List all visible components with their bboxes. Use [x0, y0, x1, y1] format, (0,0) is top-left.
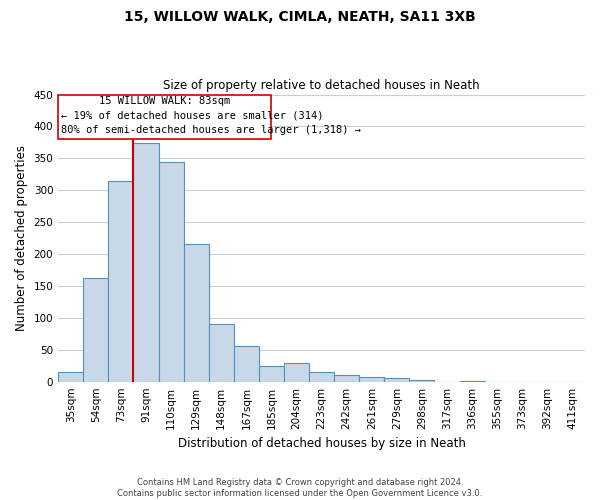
- Bar: [334, 376, 359, 382]
- Bar: [234, 346, 259, 382]
- Bar: [409, 380, 434, 382]
- Text: 15 WILLOW WALK: 83sqm: 15 WILLOW WALK: 83sqm: [99, 96, 230, 106]
- Text: 80% of semi-detached houses are larger (1,318) →: 80% of semi-detached houses are larger (…: [61, 126, 361, 136]
- Bar: [83, 278, 109, 382]
- Bar: [259, 366, 284, 382]
- Bar: [460, 381, 485, 382]
- Bar: [359, 377, 385, 382]
- Bar: [284, 362, 309, 382]
- FancyBboxPatch shape: [58, 94, 271, 139]
- Title: Size of property relative to detached houses in Neath: Size of property relative to detached ho…: [163, 79, 480, 92]
- Bar: [209, 324, 234, 382]
- Bar: [385, 378, 409, 382]
- Bar: [58, 372, 83, 382]
- Text: 15, WILLOW WALK, CIMLA, NEATH, SA11 3XB: 15, WILLOW WALK, CIMLA, NEATH, SA11 3XB: [124, 10, 476, 24]
- Bar: [109, 180, 133, 382]
- Bar: [184, 244, 209, 382]
- Bar: [158, 162, 184, 382]
- Text: ← 19% of detached houses are smaller (314): ← 19% of detached houses are smaller (31…: [61, 110, 323, 120]
- Bar: [133, 143, 158, 382]
- X-axis label: Distribution of detached houses by size in Neath: Distribution of detached houses by size …: [178, 437, 466, 450]
- Y-axis label: Number of detached properties: Number of detached properties: [15, 145, 28, 331]
- Text: Contains HM Land Registry data © Crown copyright and database right 2024.
Contai: Contains HM Land Registry data © Crown c…: [118, 478, 482, 498]
- Bar: [309, 372, 334, 382]
